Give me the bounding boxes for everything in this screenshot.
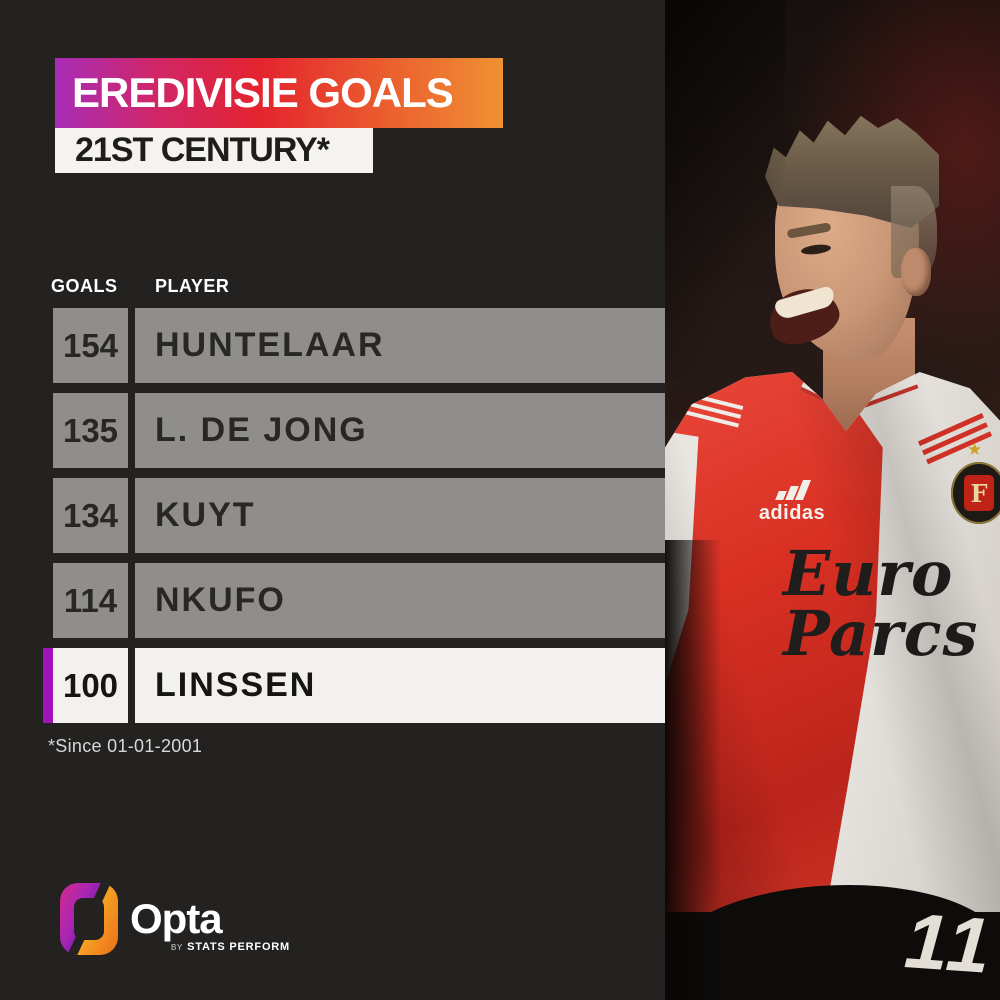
- footnote: *Since 01-01-2001: [48, 736, 203, 756]
- title-banner: EREDIVISIE GOALS: [55, 58, 503, 128]
- opta-logo-icon: [60, 883, 118, 955]
- opta-wordmark: Opta: [130, 895, 223, 942]
- photo-shadow: [665, 0, 785, 380]
- player-ear: [901, 248, 931, 296]
- feyenoord-crest: ★ F: [951, 440, 1000, 538]
- goals-cell: 100: [53, 648, 128, 723]
- opta-branding: Opta BY STATS PERFORM: [60, 883, 320, 963]
- adidas-logo: adidas: [749, 480, 835, 525]
- player-cell: HUNTELAAR: [135, 308, 665, 383]
- adidas-bars-icon: [749, 480, 835, 500]
- table-row: 135 L. DE JONG: [0, 393, 670, 468]
- column-header-goals: GOALS: [51, 276, 118, 296]
- goals-cell: 134: [53, 478, 128, 553]
- jersey-sponsor-text: Euro Parcs: [783, 537, 979, 670]
- subtitle-box: 21ST CENTURY*: [55, 128, 373, 173]
- goals-cell: 154: [53, 308, 128, 383]
- shorts-number: 11: [902, 896, 997, 990]
- table-header: GOALS PLAYER: [0, 276, 670, 296]
- player-cell: KUYT: [135, 478, 665, 553]
- table-row: 114 NKUFO: [0, 563, 670, 638]
- highlight-accent-bar: [43, 648, 53, 723]
- adidas-wordmark: adidas: [758, 502, 826, 524]
- opta-logo-hole: [74, 898, 104, 940]
- goals-cell: 114: [53, 563, 128, 638]
- table-row: 134 KUYT: [0, 478, 670, 553]
- goals-cell: 135: [53, 393, 128, 468]
- byline-prefix: BY: [171, 943, 183, 952]
- table-row: 100 LINSSEN: [0, 648, 670, 723]
- player-cell: NKUFO: [135, 563, 665, 638]
- player-cell: L. DE JONG: [135, 393, 665, 468]
- page-title: EREDIVISIE GOALS: [72, 69, 454, 116]
- player-photo: adidas ★ F Euro Parcs 11: [665, 0, 1000, 1000]
- sponsor-line1: Euro: [783, 537, 954, 610]
- opta-byline: BY STATS PERFORM: [171, 937, 290, 955]
- page-subtitle: 21ST CENTURY*: [75, 131, 330, 169]
- photo-shadow: [665, 540, 721, 1000]
- crest-shield: F: [964, 475, 994, 511]
- table-row: 154 HUNTELAAR: [0, 308, 670, 383]
- crest-star-icon: ★: [967, 440, 983, 459]
- byline-text: STATS PERFORM: [187, 941, 291, 953]
- player-cell: LINSSEN: [135, 648, 665, 723]
- column-header-player: PLAYER: [155, 276, 230, 296]
- sponsor-line2: Parcs: [783, 596, 979, 670]
